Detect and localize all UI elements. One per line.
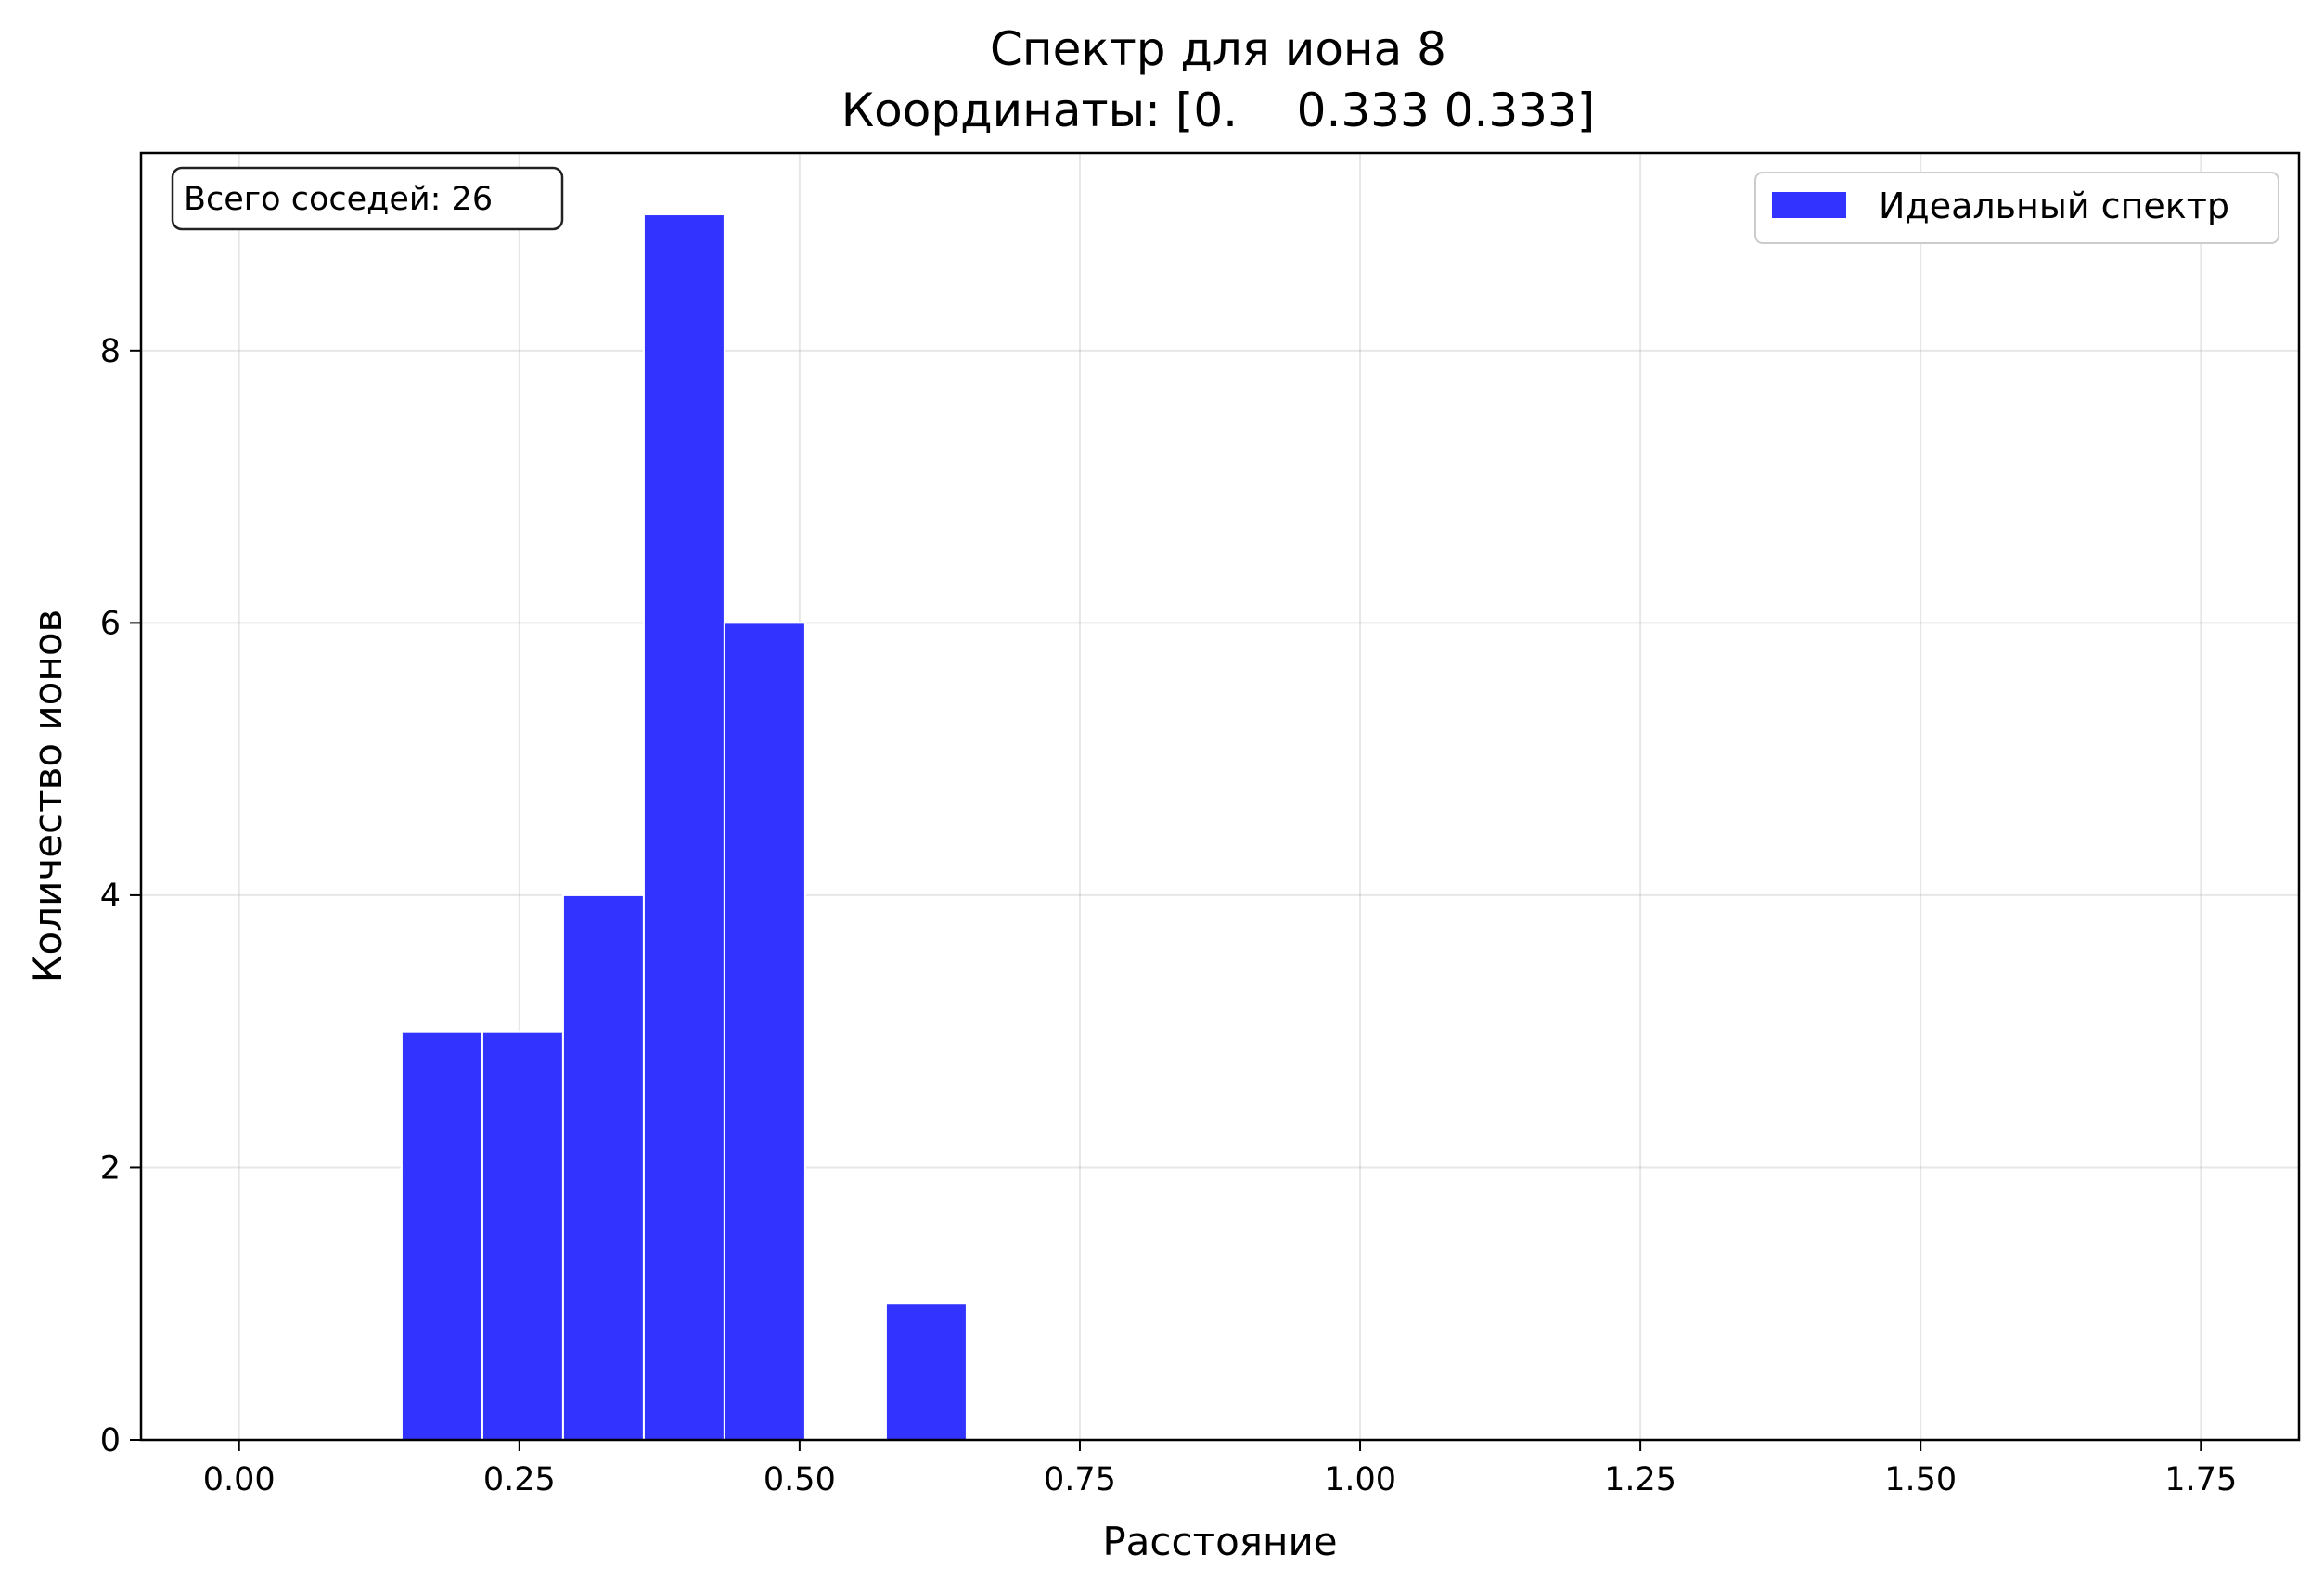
histogram-bar	[400, 1030, 483, 1441]
bars-group	[400, 213, 968, 1442]
annotation-text: Всего соседей: 26	[184, 181, 493, 218]
y-axis-label: Количество ионов	[25, 610, 71, 983]
histogram-bar	[481, 1030, 564, 1441]
x-tick-label: 1.25	[1604, 1461, 1676, 1498]
y-tick-label: 0	[100, 1422, 121, 1459]
x-tick-label: 0.50	[764, 1461, 836, 1498]
y-tick-label: 4	[100, 878, 121, 915]
histogram-bar	[561, 893, 645, 1441]
x-tick-label: 1.50	[1884, 1461, 1957, 1498]
y-tick-label: 8	[100, 333, 121, 370]
legend: Идеальный спектр	[1754, 172, 2279, 244]
x-tick-label: 0.75	[1044, 1461, 1116, 1498]
histogram-bar	[884, 1303, 968, 1442]
histogram-bar	[642, 213, 725, 1442]
x-tick-label: 1.75	[2164, 1461, 2237, 1498]
x-tick-label: 0.00	[203, 1461, 276, 1498]
chart-title: Спектр для иона 8	[990, 22, 1446, 76]
legend-swatch	[1772, 192, 1846, 218]
histogram-bar	[723, 622, 806, 1441]
plot-frame	[139, 151, 2301, 1442]
legend-label: Идеальный спектр	[1879, 186, 2229, 226]
y-tick-label: 6	[100, 605, 121, 642]
annotation-frame	[171, 166, 564, 231]
legend-frame	[1754, 172, 2279, 244]
x-tick-label: 0.25	[483, 1461, 556, 1498]
annotation-box: Всего соседей: 26	[171, 166, 564, 231]
x-axis-label: Расстояние	[1102, 1519, 1337, 1564]
ticks-group: 0.00 0.25 0.50 0.75 1.00 1.25 1.50 1.75 0 2 4 6 8	[100, 333, 2238, 1498]
chart-subtitle: Координаты: [0. 0.333 0.333]	[841, 84, 1596, 137]
x-tick-label: 1.00	[1324, 1461, 1396, 1498]
y-tick-label: 2	[100, 1150, 121, 1187]
